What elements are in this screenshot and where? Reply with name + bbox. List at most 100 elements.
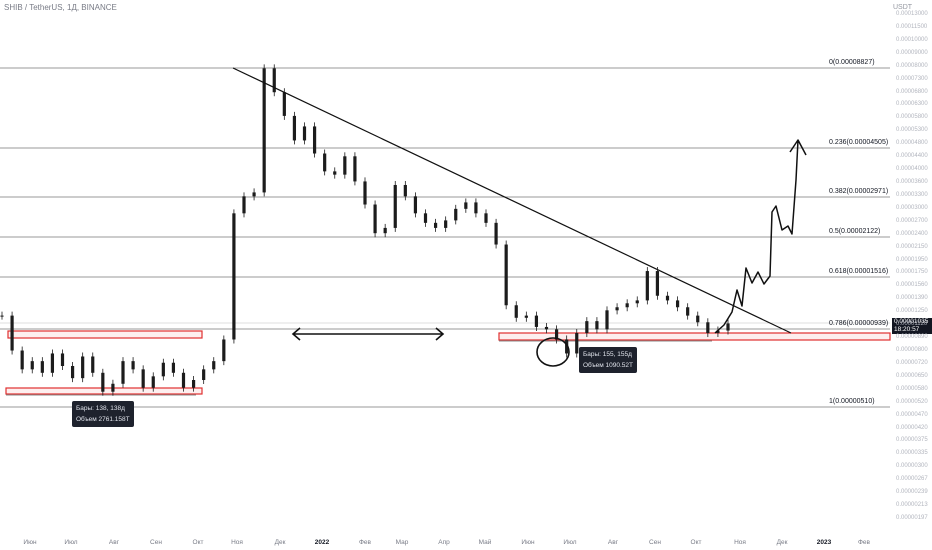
x-tick-label: Май: [478, 539, 492, 546]
tooltip-2-bars: Бары: 155, 155д: [583, 351, 632, 358]
y-tick-label: 0.00013000: [896, 11, 928, 17]
y-tick-label: 0.00009000: [896, 49, 928, 56]
candle-body: [665, 295, 670, 301]
y-tick-label: 0.00000650: [896, 372, 928, 379]
candle-body: [716, 330, 720, 334]
x-tick-label: Окт: [192, 539, 204, 546]
price-series: [0, 64, 730, 396]
y-tick-label: 0.00001120: [896, 321, 928, 328]
candle-body: [625, 303, 629, 308]
candle-body: [575, 333, 579, 354]
x-tick-label: Авг: [108, 539, 120, 546]
x-tick-label: Фев: [857, 539, 871, 546]
candle-body: [20, 350, 24, 370]
x-tick-label: Июн: [23, 539, 37, 546]
candle-body: [60, 353, 65, 366]
y-tick-label: 0.00003600: [896, 179, 928, 185]
fib-label-1: 0.236(0.00004505): [829, 139, 889, 146]
candle-body: [403, 184, 407, 197]
candle-body: [101, 372, 105, 392]
candle-body: [605, 310, 609, 330]
candle-body: [675, 300, 680, 308]
double-arrow: [291, 327, 445, 341]
candle-body: [696, 315, 700, 323]
candle-body: [706, 322, 710, 334]
candle-body: [595, 321, 599, 330]
candle-body: [363, 181, 367, 205]
candle-body: [494, 222, 498, 245]
y-tick-label: 0.00002400: [896, 230, 928, 237]
candle-body: [645, 271, 649, 301]
y-tick-label: 0.00000213: [896, 502, 928, 509]
candle-body: [111, 383, 115, 392]
candle-body: [353, 156, 357, 182]
candle-body: [302, 126, 307, 141]
y-tick-label: 0.00010000: [896, 36, 928, 43]
support-zone-1: [7, 330, 203, 339]
y-tick-label: 0.00000470: [896, 411, 928, 418]
x-tick-label: Дек: [776, 539, 788, 546]
candle-body: [383, 227, 387, 234]
candle-body: [454, 208, 458, 221]
tooltip-1-bars: Бары: 138, 138д: [76, 405, 125, 412]
candle-body: [423, 213, 428, 223]
y-tick-label: 0.00004000: [896, 166, 928, 173]
fib-label-3: 0.5(0.00002122): [829, 228, 881, 235]
x-tick-label: Окт: [690, 539, 702, 546]
y-tick-label: 0.00006800: [896, 88, 928, 95]
y-tick-label: 0.00003000: [896, 204, 928, 211]
y-tick-label: 0.00008000: [896, 62, 928, 69]
y-tick-label: 0.00005300: [896, 127, 928, 134]
y-tick-label: 0.00000300: [896, 463, 928, 470]
x-tick-label: Ноя: [231, 539, 243, 546]
candle-body: [91, 356, 95, 373]
candle-body: [343, 156, 347, 175]
candle-body: [242, 196, 246, 214]
candle-body: [10, 315, 14, 351]
y-tick-label: 0.00000375: [896, 437, 928, 444]
candle-body: [726, 323, 730, 331]
y-tick-label: 0.00003300: [896, 191, 928, 198]
candle-body: [181, 372, 186, 388]
candle-body: [686, 307, 690, 316]
candle-body: [161, 362, 165, 377]
candle-body: [565, 339, 569, 354]
y-tick-label: 0.00000335: [896, 450, 928, 457]
support-zone-3: [498, 332, 891, 341]
tooltip-1-volume: Объем 2761.158T: [76, 416, 130, 423]
x-tick-label: Сен: [150, 539, 162, 546]
y-tick-label: 0.00001950: [896, 256, 928, 263]
candle-body: [534, 315, 539, 327]
circle-annotation: [536, 337, 570, 367]
y-tick-label: 0.00000267: [896, 476, 928, 483]
fib-label-4: 0.618(0.00001516): [829, 268, 889, 275]
y-tick-label: 0.00000890: [896, 334, 928, 341]
candle-body: [202, 369, 206, 381]
candle-body: [272, 68, 276, 93]
candle-body: [40, 361, 44, 373]
candle-body: [191, 380, 196, 388]
y-tick-label: 0.00001250: [896, 308, 928, 315]
candle-body: [0, 315, 4, 317]
x-tick-label: Ноя: [734, 539, 746, 546]
candle-body: [524, 315, 528, 318]
drawings: [232, 67, 807, 367]
grid: [0, 67, 890, 408]
y-tick-label: 0.00000239: [896, 489, 928, 496]
candle-body: [393, 184, 397, 228]
x-tick-label: 2022: [314, 539, 330, 546]
candle-body: [474, 202, 478, 214]
candle-body: [30, 361, 34, 370]
y-tick-label: 0.00004400: [896, 153, 928, 160]
measure-tooltip-1: Бары: 138, 138д Объем 2761.158T: [72, 401, 134, 427]
candle-body: [464, 202, 468, 209]
x-tick-label: 2023: [816, 539, 832, 546]
candle-body: [141, 369, 145, 388]
trendline: [232, 67, 792, 334]
x-tick-label: Дек: [274, 539, 286, 546]
y-tick-label: 0.00001750: [896, 269, 928, 276]
candle-body: [444, 220, 448, 228]
candle-body: [50, 353, 55, 373]
y-tick-label: 0.00000197: [896, 515, 928, 521]
